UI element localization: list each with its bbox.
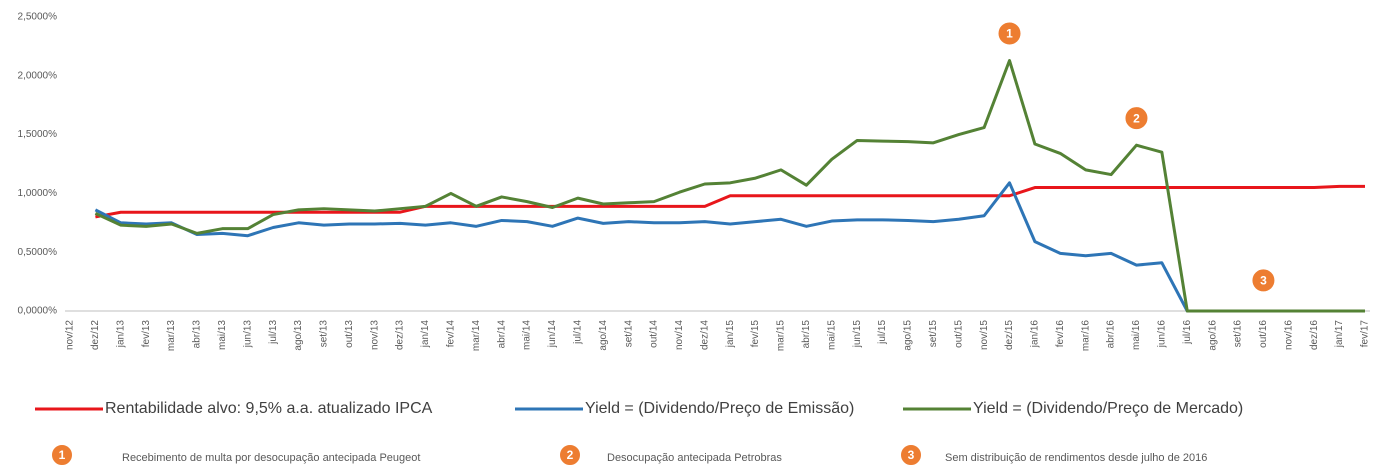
x-tick-label: out/13 xyxy=(344,320,355,348)
legend-label: Rentabilidade alvo: 9,5% a.a. atualizado… xyxy=(105,400,433,417)
y-tick-label: 2,0000% xyxy=(18,70,58,81)
annotation-number: 3 xyxy=(1260,274,1267,288)
x-tick-label: jul/15 xyxy=(877,320,888,345)
note-text: Desocupação antecipada Petrobras xyxy=(607,452,782,464)
x-tick-label: fev/14 xyxy=(446,320,457,348)
x-tick-label: mar/16 xyxy=(1080,320,1091,352)
x-tick-label: dez/14 xyxy=(699,320,710,350)
x-tick-label: jul/16 xyxy=(1182,320,1193,345)
x-tick-label: mai/16 xyxy=(1131,320,1142,350)
x-tick-label: abr/15 xyxy=(801,320,812,349)
x-tick-label: out/15 xyxy=(953,320,964,348)
x-tick-label: ago/14 xyxy=(598,320,609,351)
x-tick-label: nov/13 xyxy=(369,320,380,350)
note-marker xyxy=(899,443,923,467)
annotation-number: 1 xyxy=(1006,27,1013,41)
x-tick-label: abr/13 xyxy=(192,320,203,349)
x-tick-label: dez/16 xyxy=(1309,320,1320,350)
annotation-marker xyxy=(1123,105,1150,132)
x-tick-label: set/16 xyxy=(1233,320,1244,348)
x-tick-label: dez/12 xyxy=(90,320,101,350)
x-tick-label: out/14 xyxy=(649,320,660,348)
x-tick-label: set/13 xyxy=(319,320,330,348)
x-tick-label: ago/16 xyxy=(1207,320,1218,351)
legend-label: Yield = (Dividendo/Preço de Emissão) xyxy=(585,400,854,417)
x-tick-label: ago/13 xyxy=(293,320,304,351)
note-number: 1 xyxy=(59,448,66,462)
y-tick-label: 1,0000% xyxy=(18,188,58,199)
x-tick-label: jan/16 xyxy=(1030,320,1041,349)
x-tick-label: fev/15 xyxy=(750,320,761,348)
x-tick-label: nov/12 xyxy=(65,320,76,350)
x-tick-label: nov/14 xyxy=(674,320,685,350)
x-tick-label: jan/13 xyxy=(115,320,126,349)
series-line xyxy=(94,181,1365,313)
legend-label: Yield = (Dividendo/Preço de Mercado) xyxy=(973,400,1243,417)
note-number: 2 xyxy=(567,448,574,462)
note-text: Recebimento de multa por desocupação ant… xyxy=(122,452,420,464)
x-tick-label: mai/13 xyxy=(217,320,228,350)
x-tick-label: jan/14 xyxy=(420,320,431,349)
x-tick-label: abr/16 xyxy=(1106,320,1117,349)
series-line xyxy=(95,184,1365,219)
x-tick-label: jun/14 xyxy=(547,320,558,349)
x-tick-label: dez/13 xyxy=(395,320,406,350)
x-tick-label: jan/17 xyxy=(1334,320,1345,349)
x-tick-label: set/14 xyxy=(623,320,634,348)
series-line xyxy=(94,59,1365,313)
note-marker xyxy=(50,443,74,467)
x-tick-label: jun/15 xyxy=(852,320,863,349)
x-tick-label: ago/15 xyxy=(903,320,914,351)
y-tick-label: 0,0000% xyxy=(18,306,58,317)
x-tick-label: jul/14 xyxy=(572,320,583,345)
x-tick-label: nov/16 xyxy=(1283,320,1294,350)
note-text: Sem distribuição de rendimentos desde ju… xyxy=(945,452,1207,464)
note-marker xyxy=(558,443,582,467)
annotation-marker xyxy=(1250,267,1277,294)
x-tick-label: abr/14 xyxy=(496,320,507,349)
x-tick-label: set/15 xyxy=(928,320,939,348)
x-tick-label: mar/14 xyxy=(471,320,482,352)
x-tick-label: fev/17 xyxy=(1360,320,1371,348)
annotation-number: 2 xyxy=(1133,111,1140,125)
x-tick-label: jan/15 xyxy=(725,320,736,349)
x-tick-label: nov/15 xyxy=(979,320,990,350)
x-tick-label: out/16 xyxy=(1258,320,1269,348)
note-number: 3 xyxy=(908,448,915,462)
x-tick-label: mai/14 xyxy=(522,320,533,350)
x-tick-label: mar/13 xyxy=(166,320,177,352)
x-tick-label: dez/15 xyxy=(1004,320,1015,350)
x-tick-label: jul/13 xyxy=(268,320,279,345)
x-tick-label: jun/13 xyxy=(242,320,253,349)
x-tick-label: mar/15 xyxy=(776,320,787,352)
y-tick-label: 2,5000% xyxy=(18,12,58,23)
y-tick-label: 0,5000% xyxy=(18,247,58,258)
x-tick-label: fev/13 xyxy=(141,320,152,348)
x-tick-label: jun/16 xyxy=(1157,320,1168,349)
x-tick-label: fev/16 xyxy=(1055,320,1066,348)
annotation-marker xyxy=(996,20,1023,47)
x-tick-label: mai/15 xyxy=(826,320,837,350)
y-tick-label: 1,5000% xyxy=(18,129,58,140)
